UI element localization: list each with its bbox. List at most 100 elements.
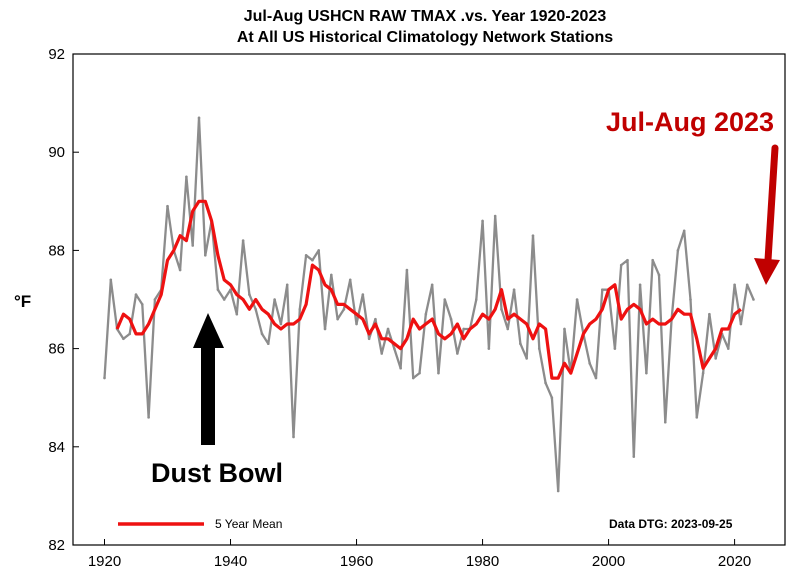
y-tick-label: 92: [48, 46, 65, 63]
five-year-mean-series-line: [115, 199, 742, 380]
raw-tmax-point: [166, 204, 169, 208]
chart-title: Jul-Aug USHCN RAW TMAX .vs. Year 1920-20…: [244, 8, 607, 25]
raw-tmax-point: [361, 293, 365, 296]
raw-tmax-point: [714, 357, 717, 360]
raw-tmax-point: [342, 308, 346, 311]
legend-label-5yr-mean: 5 Year Mean: [215, 517, 282, 531]
raw-tmax-point: [141, 303, 144, 306]
raw-tmax-point: [726, 347, 730, 350]
raw-tmax-point: [411, 376, 415, 380]
raw-tmax-point: [487, 347, 491, 350]
raw-tmax-point: [537, 347, 541, 350]
raw-tmax-point: [708, 312, 711, 316]
raw-tmax-point: [626, 258, 629, 262]
chart-subtitle: At All US Historical Climatology Network…: [237, 29, 613, 46]
raw-tmax-point: [462, 327, 465, 331]
raw-tmax-point: [676, 249, 680, 252]
raw-tmax-point: [663, 420, 667, 424]
raw-tmax-point: [474, 298, 478, 301]
raw-tmax-point: [374, 317, 377, 321]
x-tick-label: 1980: [466, 553, 499, 570]
raw-tmax-point: [254, 308, 258, 311]
raw-tmax-point: [739, 322, 743, 326]
raw-tmax-point: [285, 283, 289, 287]
x-tick-label: 1940: [214, 553, 247, 570]
y-tick-label: 84: [48, 439, 65, 456]
raw-tmax-point: [109, 278, 113, 282]
raw-tmax-point: [185, 175, 188, 179]
raw-tmax-point: [241, 239, 245, 242]
raw-tmax-point: [657, 273, 661, 277]
raw-tmax-point: [600, 288, 604, 291]
raw-tmax-point: [745, 283, 749, 287]
raw-tmax-point: [550, 396, 554, 400]
raw-tmax-point: [323, 327, 327, 331]
x-tick-label: 1960: [340, 553, 373, 570]
jul-aug-2023-label: Jul-Aug 2023: [606, 107, 774, 137]
raw-tmax-point: [418, 371, 421, 375]
raw-tmax-point: [619, 263, 623, 267]
raw-tmax-point: [695, 416, 699, 419]
raw-tmax-point: [292, 435, 295, 439]
raw-tmax-point: [752, 298, 755, 301]
y-axis-label: °F: [14, 292, 31, 311]
y-tick-label: 86: [48, 341, 65, 358]
raw-tmax-point: [298, 308, 302, 311]
raw-tmax-point: [651, 258, 654, 262]
x-tick-label: 2020: [718, 553, 751, 570]
jul-aug-2023-arrow-shaft: [764, 144, 779, 264]
raw-tmax-point: [449, 317, 453, 321]
series-layer: [103, 116, 755, 493]
raw-tmax-point: [204, 254, 207, 257]
raw-tmax-point: [355, 322, 358, 326]
raw-tmax-point: [311, 258, 314, 262]
raw-tmax-point: [399, 366, 402, 370]
raw-tmax-point: [273, 298, 276, 301]
raw-tmax-point: [122, 337, 125, 341]
raw-tmax-point: [701, 371, 705, 375]
raw-tmax-point: [430, 283, 434, 287]
raw-tmax-point: [147, 416, 150, 419]
raw-tmax-point: [512, 288, 516, 291]
raw-tmax-point: [525, 357, 528, 360]
x-tick-label: 2000: [592, 553, 625, 570]
raw-tmax-point: [103, 376, 106, 380]
raw-tmax-point: [424, 312, 428, 316]
raw-tmax-point: [563, 327, 566, 331]
dust-bowl-label: Dust Bowl: [151, 458, 283, 488]
raw-tmax-point: [330, 273, 333, 277]
raw-tmax-point: [197, 116, 201, 120]
raw-tmax-point: [317, 249, 321, 252]
raw-tmax-point: [153, 298, 157, 301]
raw-tmax-point: [248, 293, 251, 296]
raw-tmax-point: [544, 381, 547, 385]
x-tick-label: 1920: [88, 553, 121, 570]
y-tick-label: 88: [48, 242, 65, 259]
plot-frame: [72, 53, 786, 546]
y-tick-label: 82: [48, 537, 65, 554]
raw-tmax-point: [393, 347, 396, 350]
data-dtg-note: Data DTG: 2023-09-25: [609, 517, 733, 531]
raw-tmax-point: [645, 371, 648, 375]
raw-tmax-point: [594, 376, 598, 380]
raw-tmax-point: [405, 268, 409, 272]
raw-tmax-point: [556, 489, 560, 493]
raw-tmax-point: [733, 283, 736, 287]
raw-tmax-point: [456, 352, 459, 355]
raw-tmax-point: [304, 254, 308, 257]
raw-tmax-point: [613, 347, 617, 350]
raw-tmax-point: [348, 278, 352, 282]
jul-aug-2023-arrow-head: [754, 258, 780, 285]
raw-tmax-point: [279, 322, 283, 326]
raw-tmax-point: [235, 312, 239, 316]
raw-tmax-point: [229, 288, 232, 291]
raw-tmax-point: [481, 219, 484, 223]
raw-tmax-point: [493, 214, 497, 218]
raw-tmax-point: [531, 234, 535, 237]
raw-tmax-point: [519, 342, 522, 345]
y-tick-label: 90: [48, 144, 65, 161]
raw-tmax-point: [500, 308, 503, 311]
raw-tmax-point: [260, 332, 264, 336]
legend: 5 Year Mean: [118, 517, 282, 531]
raw-tmax-point: [380, 352, 384, 355]
